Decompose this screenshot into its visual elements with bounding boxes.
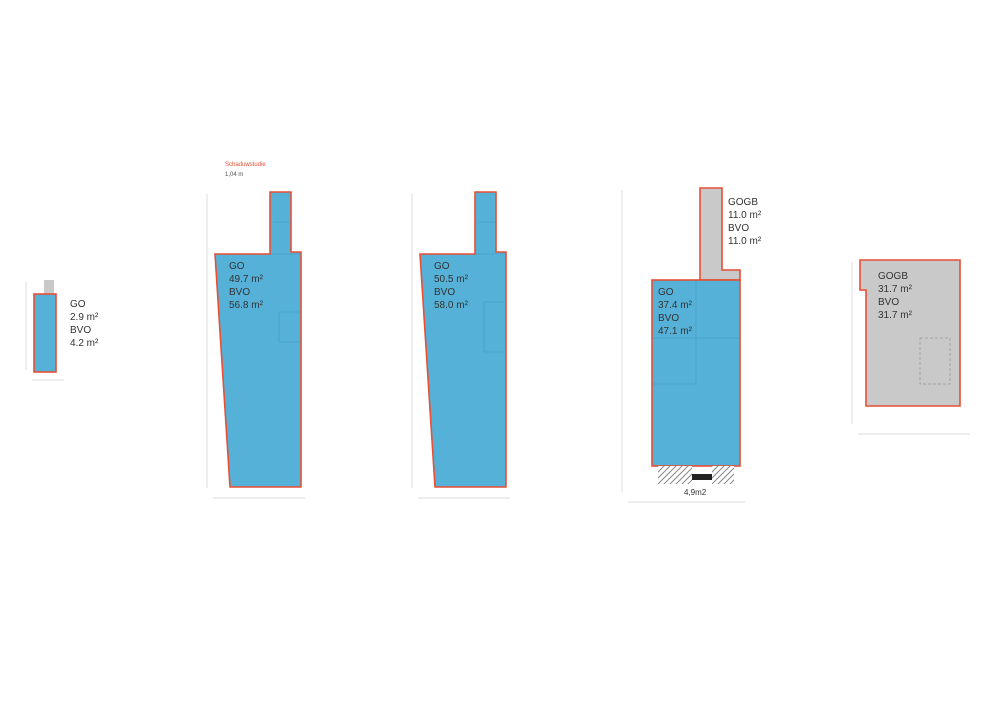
area-label-line: 4.2 m²	[70, 337, 98, 350]
floor-plan: GO2.9 m²BVO4.2 m²	[34, 280, 64, 376]
area-label: GOGB31.7 m²BVO31.7 m²	[878, 270, 912, 322]
area-label: GO37.4 m²BVO47.1 m²	[658, 286, 692, 338]
area-label-line: GO	[658, 286, 692, 299]
area-label-line: 37.4 m²	[658, 299, 692, 312]
area-label-line: BVO	[878, 296, 912, 309]
area-label-line: BVO	[70, 324, 98, 337]
area-label: GOGB11.0 m²BVO11.0 m²	[728, 196, 761, 248]
plan-header: Schaduwstudie	[225, 162, 266, 168]
area-label: GO50.5 m²BVO58.0 m²	[434, 260, 468, 312]
plan-header-dim: 1,04 m	[225, 172, 243, 178]
area-label-line: GO	[229, 260, 263, 273]
area-label-line: 49.7 m²	[229, 273, 263, 286]
area-label-line: 31.7 m²	[878, 309, 912, 322]
area-label-line: 50.5 m²	[434, 273, 468, 286]
floor-plan: GO50.5 m²BVO58.0 m²	[420, 192, 510, 494]
area-label-line: GO	[70, 298, 98, 311]
floor-plan: GOGB11.0 m²BVO11.0 m²GO37.4 m²BVO47.1 m²…	[630, 188, 745, 498]
area-label-line: 56.8 m²	[229, 299, 263, 312]
area-label-line: GO	[434, 260, 468, 273]
area-label-line: 58.0 m²	[434, 299, 468, 312]
area-label-line: BVO	[434, 286, 468, 299]
area-label-line: 31.7 m²	[878, 283, 912, 296]
area-label-line: 2.9 m²	[70, 311, 98, 324]
area-label-line: 11.0 m²	[728, 235, 761, 248]
area-label-line: BVO	[658, 312, 692, 325]
area-label-line: GOGB	[728, 196, 761, 209]
balcony-area-label: 4,9m2	[684, 488, 706, 497]
floor-plan: Schaduwstudie1,04 mGO49.7 m²BVO56.8 m²	[215, 192, 305, 494]
area-label-line: BVO	[229, 286, 263, 299]
area-label-line: 47.1 m²	[658, 325, 692, 338]
area-label-line: GOGB	[878, 270, 912, 283]
area-label: GO2.9 m²BVO4.2 m²	[70, 298, 98, 350]
area-label: GO49.7 m²BVO56.8 m²	[229, 260, 263, 312]
floor-plan: GOGB31.7 m²BVO31.7 m²	[860, 260, 970, 430]
area-label-line: 11.0 m²	[728, 209, 761, 222]
area-label-line: BVO	[728, 222, 761, 235]
